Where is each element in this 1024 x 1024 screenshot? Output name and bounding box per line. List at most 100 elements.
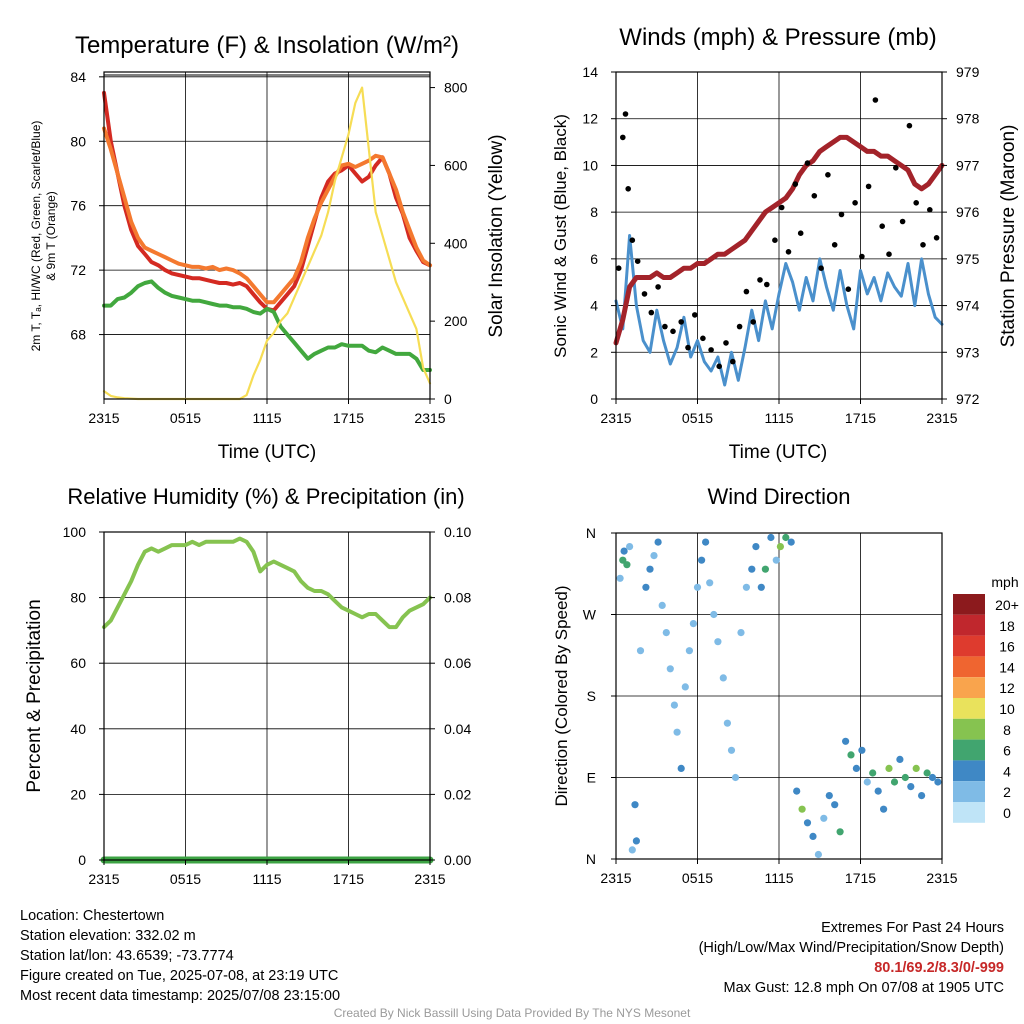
y-tick-label-left: 0 xyxy=(78,852,86,868)
temperature-ylabel-left-1: 2m T, Tₐ, HI/WC (Red, Green, Scarlet/Blu… xyxy=(29,121,43,352)
direction-point xyxy=(623,561,631,569)
direction-point xyxy=(616,574,624,582)
direction-point xyxy=(666,665,674,673)
series-9m-t xyxy=(102,126,432,305)
direction-point xyxy=(842,737,850,745)
gust-point xyxy=(634,258,641,265)
direction-point xyxy=(650,552,658,560)
gust-point xyxy=(629,237,636,243)
direction-point xyxy=(896,755,904,764)
wind-direction-panel: Wind Direction 2315 0515 1115 1715 2315NESWN… xyxy=(552,484,1019,886)
x-tick-label: 2315 xyxy=(926,870,957,886)
gust-point xyxy=(859,253,865,260)
direction-point xyxy=(772,556,780,564)
y-tick-label-left: 72 xyxy=(70,262,86,278)
direction-point xyxy=(706,579,714,587)
gust-point xyxy=(685,344,691,351)
winds-panel: Winds (mph) & Pressure (mb) 2315 0515 1115… xyxy=(551,24,1019,463)
y-tick-label-right: 800 xyxy=(444,80,468,96)
x-tick-label: 1715 xyxy=(845,410,876,426)
direction-point xyxy=(852,764,861,773)
direction-point xyxy=(727,746,736,754)
speed-legend-title: mph xyxy=(991,574,1018,590)
gust-point xyxy=(831,242,838,248)
y-tick-label-right: 0.02 xyxy=(444,786,471,802)
direction-point xyxy=(787,538,795,546)
direction-point xyxy=(702,538,710,546)
direction-point xyxy=(632,837,641,845)
direction-point xyxy=(814,850,823,859)
legend-swatch xyxy=(953,656,985,678)
direction-point xyxy=(890,778,899,786)
legend-label: 2 xyxy=(1003,784,1011,800)
direction-point xyxy=(885,764,893,773)
direction-point xyxy=(798,805,806,813)
humidity-ylabel-left: Percent & Precipitation xyxy=(24,599,45,792)
x-tick-label: 2315 xyxy=(88,410,119,426)
series-station-pressure xyxy=(613,134,945,346)
y-tick-label-right: 977 xyxy=(956,157,980,173)
direction-point xyxy=(646,565,654,573)
direction-point xyxy=(681,683,689,691)
y-tick-label-left: E xyxy=(587,770,596,786)
direction-point xyxy=(803,819,812,827)
gust-point xyxy=(927,207,933,213)
x-tick-label: 1115 xyxy=(252,871,281,887)
direction-point xyxy=(934,778,942,786)
legend-swatch xyxy=(953,760,985,782)
direction-point xyxy=(869,769,877,777)
x-tick-label: 1715 xyxy=(333,871,364,887)
direction-point xyxy=(731,773,740,782)
humidity-title: Relative Humidity (%) & Precipitation (i… xyxy=(67,484,464,509)
gust-point xyxy=(865,183,872,190)
legend-label: 0 xyxy=(1003,805,1011,821)
y-tick-label-left: N xyxy=(586,525,596,541)
temperature-panel: Temperature (F) & Insolation (W/m²) 2315… xyxy=(29,32,507,463)
station-elevation: Station elevation: 332.02 m xyxy=(20,928,196,944)
x-tick-label: 0515 xyxy=(682,410,713,426)
direction-point xyxy=(809,832,817,841)
series-relative-humidity xyxy=(102,536,432,630)
y-tick-label-right: 400 xyxy=(444,235,468,251)
direction-point xyxy=(907,783,915,791)
direction-point xyxy=(719,674,727,682)
gust-point xyxy=(620,134,626,141)
extremes-title: Extremes For Past 24 Hours xyxy=(821,920,1004,936)
legend-swatch xyxy=(953,802,985,823)
gust-point xyxy=(692,312,698,318)
direction-point xyxy=(742,583,751,591)
winds-xlabel: Time (UTC) xyxy=(729,442,828,463)
gust-point xyxy=(886,251,892,257)
x-tick-label: 2315 xyxy=(88,871,119,887)
y-tick-label-left: 80 xyxy=(70,133,86,149)
gust-point xyxy=(622,111,629,117)
temperature-xlabel: Time (UTC) xyxy=(218,442,317,463)
figure-created: Figure created on Tue, 2025-07-08, at 23… xyxy=(20,968,339,984)
gust-point xyxy=(708,347,714,353)
gust-point xyxy=(920,242,926,248)
y-tick-label-left: 84 xyxy=(70,69,86,85)
legend-swatch xyxy=(953,739,985,761)
direction-point xyxy=(698,556,706,564)
y-tick-label-left: 20 xyxy=(70,786,86,802)
direction-point xyxy=(858,746,866,754)
y-tick-label-right: 600 xyxy=(444,157,468,173)
y-tick-label-left: 8 xyxy=(590,204,598,220)
wind-direction-title: Wind Direction xyxy=(707,484,850,509)
gust-point xyxy=(792,181,799,187)
direction-point xyxy=(723,719,732,727)
legend-label: 6 xyxy=(1003,743,1011,759)
gust-point xyxy=(730,358,736,365)
gust-point xyxy=(838,211,845,218)
extremes-values: 80.1/69.2/8.3/0/-999 xyxy=(874,960,1004,976)
direction-point xyxy=(642,583,650,591)
direction-point xyxy=(825,792,833,800)
legend-swatch xyxy=(953,614,985,636)
temperature-title: Temperature (F) & Insolation (W/m²) xyxy=(75,32,459,59)
extremes-subtitle: (High/Low/Max Wind/Precipitation/Snow De… xyxy=(698,940,1004,956)
legend-swatch xyxy=(953,718,985,740)
y-tick-label-left: 4 xyxy=(590,298,598,314)
direction-point xyxy=(710,610,718,619)
gust-point xyxy=(716,363,722,370)
